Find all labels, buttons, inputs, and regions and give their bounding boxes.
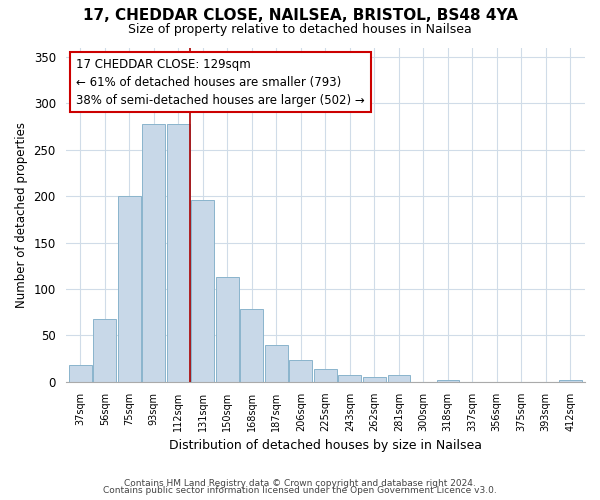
Bar [167,124,190,382]
Bar [142,124,165,382]
Bar [191,200,214,382]
Text: 17, CHEDDAR CLOSE, NAILSEA, BRISTOL, BS48 4YA: 17, CHEDDAR CLOSE, NAILSEA, BRISTOL, BS4… [83,8,517,22]
Bar [289,360,312,382]
Bar [314,369,337,382]
Bar [216,277,239,382]
Bar [118,196,140,382]
Text: Contains public sector information licensed under the Open Government Licence v3: Contains public sector information licen… [103,486,497,495]
Bar [338,374,361,382]
Bar [363,378,386,382]
Text: Contains HM Land Registry data © Crown copyright and database right 2024.: Contains HM Land Registry data © Crown c… [124,478,476,488]
X-axis label: Distribution of detached houses by size in Nailsea: Distribution of detached houses by size … [169,440,482,452]
Bar [437,380,459,382]
Bar [94,319,116,382]
Bar [69,365,92,382]
Text: Size of property relative to detached houses in Nailsea: Size of property relative to detached ho… [128,22,472,36]
Bar [241,308,263,382]
Text: 17 CHEDDAR CLOSE: 129sqm
← 61% of detached houses are smaller (793)
38% of semi-: 17 CHEDDAR CLOSE: 129sqm ← 61% of detach… [76,58,365,106]
Bar [265,345,287,382]
Bar [388,374,410,382]
Bar [559,380,581,382]
Y-axis label: Number of detached properties: Number of detached properties [15,122,28,308]
